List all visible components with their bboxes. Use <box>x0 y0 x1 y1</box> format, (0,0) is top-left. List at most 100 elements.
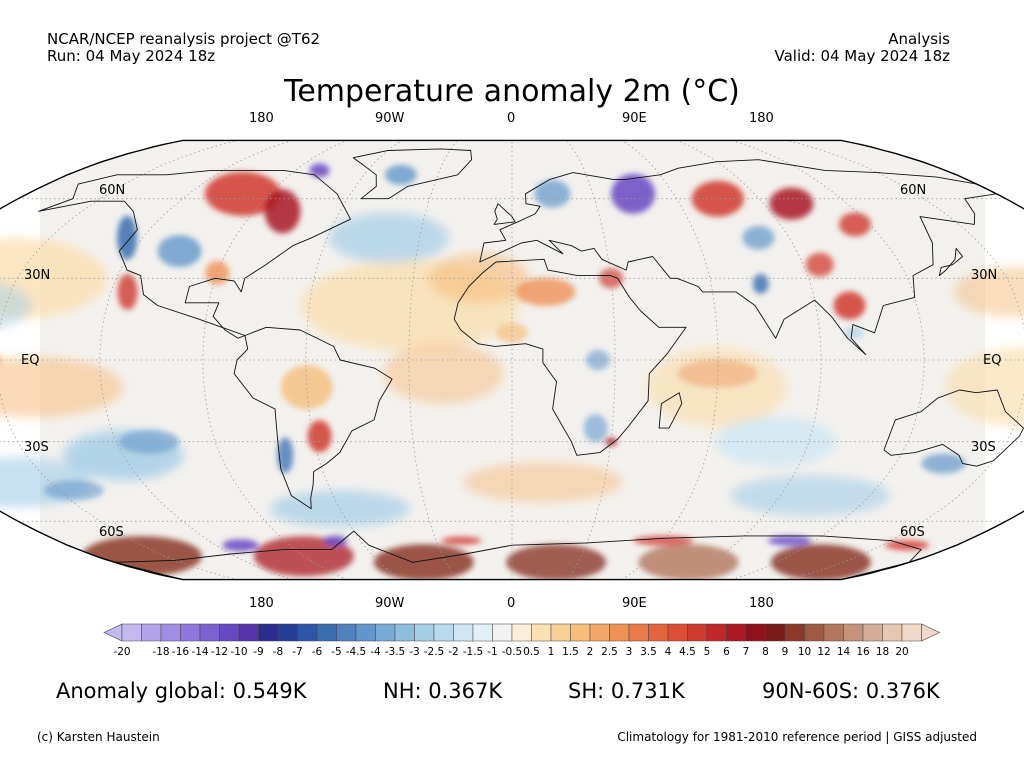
colorbar-tick-label: -1.5 <box>463 646 484 658</box>
colorbar-tick-label: -12 <box>211 646 228 658</box>
lon-label-bottom-90w: 90W <box>375 596 405 611</box>
anomaly-feature <box>585 350 610 370</box>
anomaly-feature <box>515 277 576 306</box>
lon-label-top-180e: 180 <box>749 111 774 126</box>
colorbar-swatch <box>648 623 669 642</box>
colorbar-tick-label: -4.5 <box>346 646 367 658</box>
colorbar-tick-label: -5 <box>331 646 341 658</box>
anomaly-antarctic <box>638 544 739 580</box>
anomaly-region <box>383 343 504 404</box>
coastline-britain <box>493 203 516 225</box>
anomaly-feature <box>534 179 571 208</box>
colorbar-tick-label: 10 <box>798 646 811 658</box>
anomaly-feature <box>805 252 834 277</box>
colorbar-tick-label: -2.5 <box>424 646 445 658</box>
colorbar-swatch <box>277 623 298 642</box>
stat-polar: 90N-60S: 0.376K <box>762 679 940 703</box>
colorbar-swatch <box>414 623 435 642</box>
colorbar-swatch <box>297 623 318 642</box>
lon-label-top-90e: 90E <box>622 111 647 126</box>
colorbar-tick-label: 5 <box>704 646 711 658</box>
coastlines <box>38 148 1024 580</box>
coastline-eurasia <box>479 159 997 356</box>
anomaly-feature <box>742 225 775 250</box>
lon-label-bottom-180w: 180 <box>249 596 274 611</box>
anomaly-feature <box>677 359 758 388</box>
graticule <box>0 140 1024 580</box>
colorbar-min-arrow <box>103 623 123 642</box>
colorbar-swatch <box>882 623 903 642</box>
anomaly-antarctic <box>373 544 474 580</box>
anomaly-feature <box>605 437 617 446</box>
lat-label-right-eq: EQ <box>983 353 1002 368</box>
lon-label-bottom-180e: 180 <box>749 596 774 611</box>
anomaly-region <box>715 416 836 467</box>
colorbar-swatch <box>667 623 688 642</box>
lat-label-right-60n: 60N <box>900 183 927 198</box>
colorbar-tick-label: -0.5 <box>502 646 523 658</box>
colorbar-swatch <box>433 623 454 642</box>
colorbar-swatch <box>706 623 727 642</box>
coastline-greenland <box>352 148 473 200</box>
colorbar-swatch <box>375 623 396 642</box>
lat-label-right-30s: 30S <box>971 440 996 455</box>
colorbar-swatch <box>394 623 415 642</box>
lat-label-left-60s: 60S <box>99 525 124 540</box>
colorbar-tick-label: -6 <box>312 646 323 658</box>
anomaly-feature <box>117 273 138 310</box>
colorbar-swatch <box>336 623 357 642</box>
colorbar-swatch <box>901 623 922 642</box>
valid-time: Valid: 04 May 2024 18z <box>774 47 950 65</box>
colorbar-tick-label: -7 <box>292 646 302 658</box>
colorbar-tick-label: 2.5 <box>601 646 618 658</box>
colorbar-swatch <box>862 623 883 642</box>
colorbar-tick-label: 0.5 <box>523 646 540 658</box>
anomaly-feature <box>691 180 744 217</box>
colorbar-tick-label: -1 <box>487 646 497 658</box>
anomaly-region <box>0 280 32 331</box>
colorbar-tick-label: 1.5 <box>562 646 579 658</box>
colorbar-tick-label: -9 <box>253 646 263 658</box>
colorbar-swatch <box>316 623 337 642</box>
anomaly-feature <box>280 365 333 410</box>
anomaly-feature <box>611 173 656 214</box>
colorbar-tick-label: 14 <box>837 646 851 658</box>
anomaly-feature <box>833 291 866 320</box>
colorbar-swatch <box>141 623 162 642</box>
colorbar-tick-label: 16 <box>856 646 870 658</box>
colorbar-tick-label: -20 <box>113 646 130 658</box>
anomaly-feature <box>921 453 966 474</box>
lon-label-top-180w: 180 <box>249 111 274 126</box>
copyright: (c) Karsten Haustein <box>37 730 160 744</box>
analysis-label: Analysis <box>888 30 950 48</box>
colorbar-swatch <box>550 623 571 642</box>
anomaly-antarctic <box>770 544 871 580</box>
colorbar-tick-label: -14 <box>191 646 208 658</box>
colorbar-tick-label: 20 <box>895 646 908 658</box>
colorbar-swatch <box>531 623 552 642</box>
lat-label-right-60s: 60S <box>900 525 925 540</box>
colorbar-swatch <box>570 623 591 642</box>
colorbar-tick-label: 2 <box>587 646 594 658</box>
globe-outline <box>0 139 1024 581</box>
lon-label-top-90w: 90W <box>375 111 405 126</box>
colorbar-tick-label: -3.5 <box>385 646 406 658</box>
colorbar-tick-label: -2 <box>448 646 458 658</box>
coastline-africa <box>453 258 687 456</box>
lat-label-left-eq: EQ <box>21 353 40 368</box>
colorbar-tick-label: 4.5 <box>679 646 696 658</box>
colorbar-tick-label: 9 <box>782 646 789 658</box>
anomaly-region <box>462 462 623 503</box>
colorbar-swatch <box>511 623 532 642</box>
lon-label-bottom-0: 0 <box>507 596 516 611</box>
lat-label-right-30n: 30N <box>971 268 998 283</box>
stat-global: Anomaly global: 0.549K <box>56 679 307 703</box>
anomaly-antarctic <box>767 535 812 546</box>
coastline-madagascar <box>658 392 683 429</box>
colorbar-tick-label: 1 <box>548 646 555 658</box>
anomaly-region <box>953 266 1024 317</box>
anomaly-feature <box>264 189 301 234</box>
colorbar-swatch <box>355 623 376 642</box>
colorbar-tick-label: -3 <box>409 646 419 658</box>
